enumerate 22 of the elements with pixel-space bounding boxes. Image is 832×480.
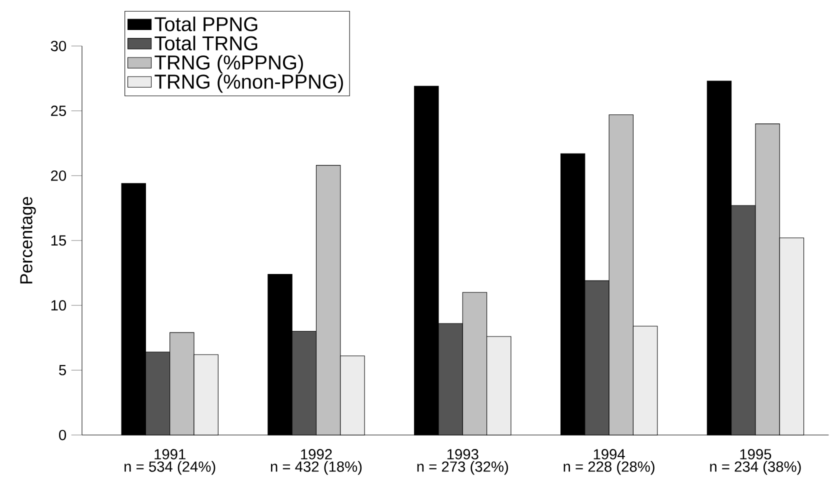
legend-label: TRNG (%PPNG) <box>154 54 303 74</box>
y-axis-title: Percentage <box>20 196 36 284</box>
y-tick-label: 15 <box>51 235 66 246</box>
x-tick-label: 1994 <box>594 449 625 460</box>
legend-label: Total PPNG <box>154 16 258 32</box>
text: n = 432 (18%) <box>270 461 362 475</box>
y-tick-label: 30 <box>50 40 66 52</box>
text: n = 534 (24%) <box>124 461 216 475</box>
y-tick-label: 20 <box>51 170 66 181</box>
x-tick-label: 1995 <box>740 449 772 460</box>
y-tick-label: 10 <box>51 300 66 311</box>
y-tick-label: 25 <box>51 106 66 116</box>
x-tick-label: 1993 <box>447 449 478 460</box>
text: n = 228 (28%) <box>564 461 654 475</box>
x-tick-label: 1992 <box>301 449 332 460</box>
text: n = 273 (32%) <box>417 461 508 475</box>
legend-label: Total TRNG <box>154 36 258 50</box>
text: n = 234 (38%) <box>710 461 801 475</box>
legend-label: TRNG (%non-PPNG) <box>154 74 343 93</box>
y-tick-label: 0 <box>59 430 66 440</box>
y-tick-label: 5 <box>59 365 66 376</box>
x-tick-label: 1991 <box>154 449 186 460</box>
